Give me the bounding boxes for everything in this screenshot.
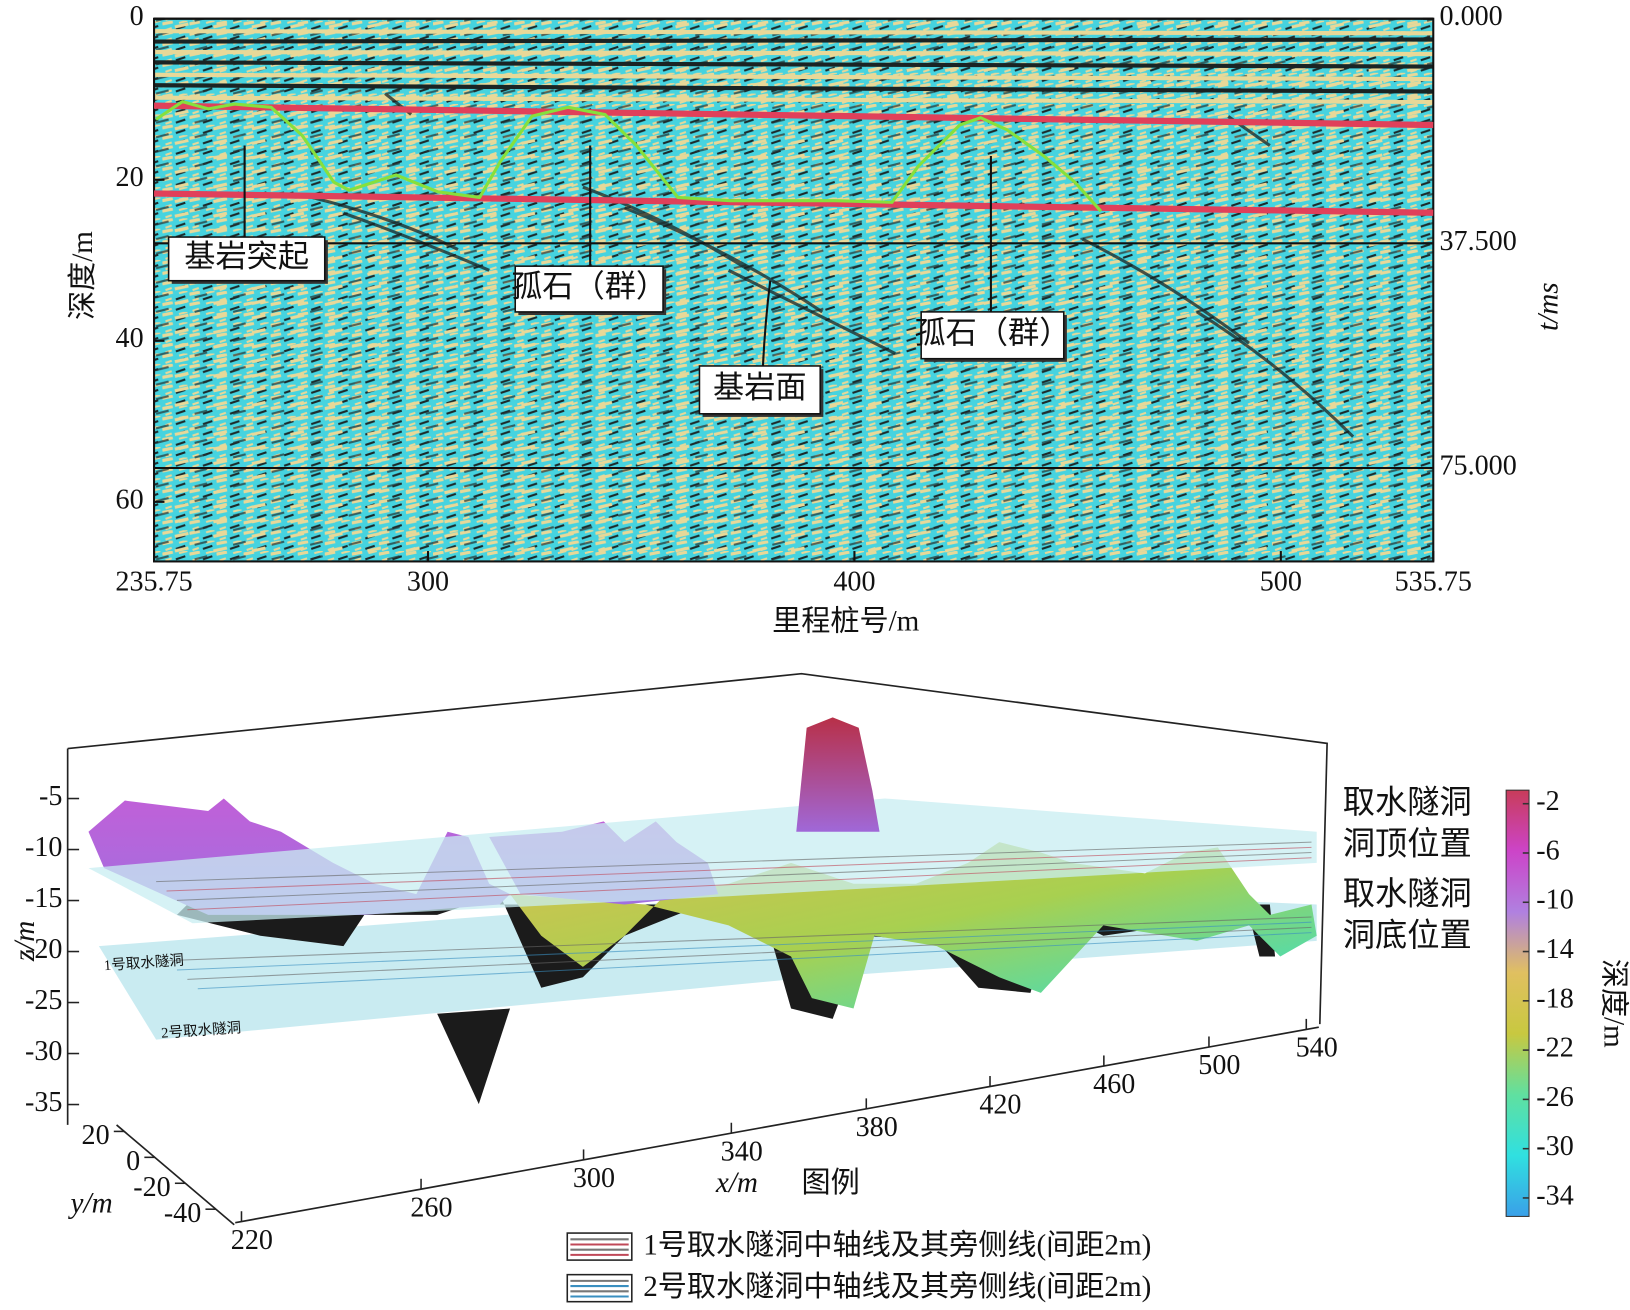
colorbar-tick-label: -22 <box>1536 1033 1573 1064</box>
reflector-bands <box>154 29 1434 104</box>
x-axis-label: x/m <box>715 1167 758 1199</box>
x-tick-label: 300 <box>573 1163 615 1194</box>
x-tick-label: 540 <box>1296 1033 1338 1064</box>
colorbar-tick-label: -34 <box>1536 1180 1573 1211</box>
x-tick-label: 220 <box>231 1225 273 1256</box>
legend-title: 图例 <box>801 1166 859 1199</box>
tunnel-line <box>197 932 1312 990</box>
y2-tick-label: 0.000 <box>1440 1 1503 32</box>
tunnel-plane <box>88 798 1317 924</box>
x-axis-line <box>235 1026 1319 1224</box>
z-tick-label: -15 <box>25 883 62 914</box>
z-tick-label: -10 <box>25 832 62 863</box>
side-label: 取水隧洞 <box>1343 876 1472 912</box>
z-tick-label: -20 <box>25 934 62 965</box>
x-tick-label: 460 <box>1093 1069 1135 1100</box>
colorbar-tick-label: -10 <box>1536 885 1573 916</box>
y-tick-label: 60 <box>116 484 144 515</box>
x-axis-label: 里程桩号/m <box>772 605 920 638</box>
x-tick-label: 535.75 <box>1395 567 1472 598</box>
series-line <box>155 100 1103 213</box>
tunnel-line <box>187 926 1312 980</box>
x-tick-label: 300 <box>407 567 449 598</box>
surface-shadow <box>437 1008 511 1105</box>
surface-part <box>510 842 1317 1009</box>
legend-symbol <box>566 1273 633 1303</box>
z-tick-label: -5 <box>39 781 62 812</box>
annotation: 基岩面 <box>713 370 807 405</box>
x-tick-label: 340 <box>721 1136 763 1167</box>
y-tick-label: 0 <box>126 1146 140 1177</box>
x-tick-label: 400 <box>833 567 875 598</box>
x-tick-label: 500 <box>1198 1050 1240 1081</box>
colorbar <box>1505 789 1530 1217</box>
colorbar-label: 深度/m <box>1598 959 1630 1048</box>
side-label: 洞顶位置 <box>1343 826 1472 862</box>
box-frame <box>66 672 1328 1125</box>
annotation-box <box>514 265 664 313</box>
series-line <box>154 190 1434 216</box>
annotation-box <box>167 236 326 282</box>
legend-symbol <box>566 1232 633 1261</box>
y-tick-label: 20 <box>116 162 144 193</box>
series-line <box>154 102 1434 129</box>
annotation-box <box>698 365 821 415</box>
colorbar-tick-label: -26 <box>1536 1082 1573 1113</box>
x-tick-label: 420 <box>979 1090 1021 1121</box>
x-tick-label: 500 <box>1260 567 1302 598</box>
annotation: 孤石（群） <box>914 316 1070 351</box>
y-tick-label: 0 <box>130 1 144 32</box>
x-tick-label: 235.75 <box>115 567 192 598</box>
x-tick-label: 260 <box>410 1192 452 1223</box>
colorbar-tick-label: -14 <box>1536 934 1573 965</box>
plane-label: 2号取水隧洞 <box>161 1019 242 1042</box>
y-axis-label: y/m <box>68 1188 113 1220</box>
tunnel-line <box>166 846 1312 892</box>
surface-peak <box>796 717 880 832</box>
colorbar-tick-label: -18 <box>1536 983 1573 1014</box>
z-tick-label: -35 <box>25 1087 62 1118</box>
y2-axis-label: t/ms <box>1533 282 1565 331</box>
z-tick-label: -25 <box>25 985 62 1016</box>
plane-label: 1号取水隧洞 <box>103 952 184 975</box>
colorbar-tick-label: -2 <box>1536 786 1559 817</box>
legend-label: 1号取水隧洞中轴线及其旁侧线(间距2m) <box>643 1228 1151 1261</box>
y2-tick-label: 75.000 <box>1440 450 1517 481</box>
annotation: 孤石（群） <box>511 269 667 304</box>
tunnel-line <box>176 921 1312 971</box>
side-label: 洞底位置 <box>1343 917 1472 953</box>
x-tick-label: 380 <box>856 1112 898 1143</box>
y-axis-line <box>116 1124 235 1226</box>
leader-line <box>761 280 772 367</box>
annotation-box <box>920 311 1065 360</box>
y-tick-label: -40 <box>164 1198 201 1229</box>
legend-label: 2号取水隧洞中轴线及其旁侧线(间距2m) <box>643 1270 1151 1303</box>
surface <box>88 717 1317 1105</box>
y2-tick-label: 37.500 <box>1440 226 1517 257</box>
y-axis-label: 深度/m <box>66 231 99 320</box>
tunnel-line <box>187 857 1312 911</box>
colorbar-tick-label: -30 <box>1536 1131 1573 1162</box>
annotation: 基岩突起 <box>184 239 309 274</box>
side-label: 取水隧洞 <box>1343 784 1472 820</box>
tunnel-line <box>166 916 1312 962</box>
colorbar-tick-label: -6 <box>1536 835 1559 866</box>
z-axis-label: z/m <box>9 921 41 962</box>
tunnel-line <box>176 852 1312 901</box>
y-tick-label: -20 <box>133 1172 170 1203</box>
tunnel-line <box>156 841 1312 883</box>
z-tick-label: -30 <box>25 1036 62 1067</box>
y-tick-label: 40 <box>116 323 144 354</box>
seismic-image <box>154 18 1434 562</box>
y-tick-label: 20 <box>82 1120 110 1151</box>
